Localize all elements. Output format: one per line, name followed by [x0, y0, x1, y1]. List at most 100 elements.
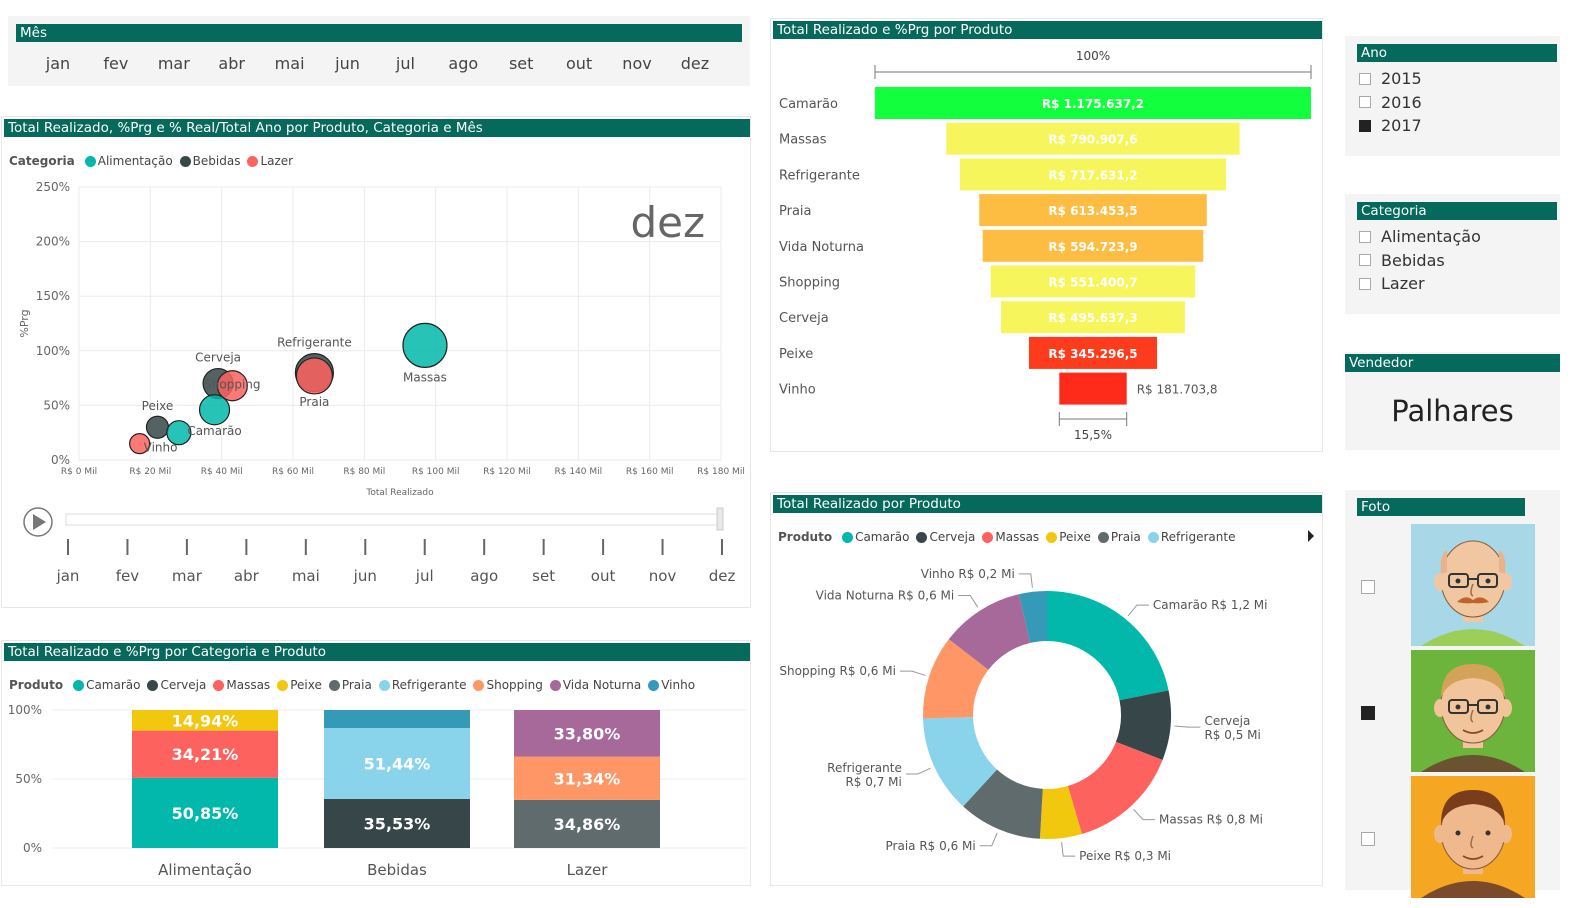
- stacked-legend-item[interactable]: Peixe: [277, 678, 322, 692]
- donut-slice[interactable]: [1018, 591, 1047, 643]
- month-item-abr[interactable]: abr: [218, 54, 245, 73]
- stacked-legend-item[interactable]: Vinho: [648, 678, 695, 692]
- stacked-segment[interactable]: [324, 727, 470, 799]
- foto-avatar[interactable]: [1411, 776, 1535, 898]
- donut-title: Total Realizado por Produto: [773, 495, 1322, 513]
- ano-item-2016[interactable]: 2016: [1359, 93, 1422, 112]
- funnel-bar[interactable]: [982, 229, 1204, 262]
- checkbox-icon[interactable]: [1359, 72, 1371, 85]
- ano-item-2017[interactable]: 2017: [1359, 116, 1422, 135]
- play-axis-handle[interactable]: [716, 507, 724, 531]
- month-item-set[interactable]: set: [508, 54, 534, 73]
- month-item-jan[interactable]: jan: [45, 54, 71, 73]
- donut-legend-item[interactable]: Massas: [982, 530, 1039, 544]
- funnel-bar[interactable]: [946, 122, 1240, 155]
- donut-slice[interactable]: [948, 594, 1031, 670]
- play-axis-month-abr[interactable]: abr: [234, 567, 260, 585]
- scatter-point[interactable]: [129, 433, 151, 455]
- funnel-bar[interactable]: [979, 194, 1207, 227]
- checkbox-icon[interactable]: [1359, 230, 1371, 243]
- stacked-legend-item[interactable]: Camarão: [73, 678, 140, 692]
- play-axis-month-mar[interactable]: mar: [172, 567, 203, 585]
- donut-slice[interactable]: [1039, 786, 1082, 839]
- month-item-dez[interactable]: dez: [680, 54, 710, 73]
- donut-legend-item[interactable]: Cerveja: [916, 530, 975, 544]
- play-axis-month-set[interactable]: set: [532, 567, 555, 585]
- categoria-item-Bebidas[interactable]: Bebidas: [1359, 251, 1445, 270]
- scatter-point[interactable]: [166, 420, 192, 446]
- month-item-nov[interactable]: nov: [622, 54, 652, 73]
- ano-item-2015[interactable]: 2015: [1359, 69, 1422, 88]
- donut-slice[interactable]: [923, 717, 997, 807]
- scatter-point[interactable]: [145, 415, 170, 439]
- play-axis-track[interactable]: [65, 513, 723, 526]
- donut-slice[interactable]: [923, 639, 989, 719]
- scatter-point[interactable]: [402, 322, 448, 368]
- scatter-point[interactable]: [198, 394, 231, 426]
- checkbox-icon[interactable]: [1359, 119, 1371, 132]
- funnel-bar[interactable]: [990, 265, 1196, 298]
- month-item-jul[interactable]: jul: [395, 54, 415, 73]
- stacked-legend-item[interactable]: Vida Noturna: [549, 678, 641, 692]
- donut-slice[interactable]: [1067, 741, 1163, 834]
- play-axis-month-jun[interactable]: jun: [353, 567, 377, 585]
- donut-legend-item[interactable]: Camarão: [842, 530, 909, 544]
- play-axis-month-fev[interactable]: fev: [116, 567, 140, 585]
- funnel-bar[interactable]: [1059, 372, 1127, 405]
- stacked-segment[interactable]: [132, 777, 278, 848]
- donut-legend-item[interactable]: Refrigerante: [1147, 530, 1235, 544]
- funnel-bar[interactable]: [875, 87, 1311, 119]
- scatter-point[interactable]: [295, 357, 333, 395]
- month-item-jun[interactable]: jun: [335, 54, 360, 73]
- play-axis-month-ago[interactable]: ago: [470, 567, 498, 585]
- donut-slice[interactable]: [1115, 690, 1171, 760]
- checkbox-icon[interactable]: [1359, 277, 1371, 290]
- foto-checkbox-icon[interactable]: [1361, 706, 1375, 720]
- categoria-item-Lazer[interactable]: Lazer: [1359, 274, 1425, 293]
- checkbox-icon[interactable]: [1359, 254, 1371, 266]
- stacked-segment[interactable]: [514, 710, 660, 757]
- donut-legend-item[interactable]: Praia: [1097, 530, 1141, 544]
- month-item-mar[interactable]: mar: [157, 54, 190, 73]
- stacked-legend-item[interactable]: Massas: [213, 678, 270, 692]
- stacked-segment[interactable]: [324, 798, 470, 848]
- legend-dot-icon: [277, 679, 289, 691]
- funnel-bar[interactable]: [1001, 301, 1185, 334]
- stacked-segment[interactable]: [514, 799, 660, 848]
- stacked-segment[interactable]: [132, 710, 278, 731]
- foto-avatar[interactable]: [1411, 650, 1535, 772]
- foto-avatar[interactable]: [1411, 524, 1535, 646]
- donut-leader-line: [1018, 573, 1033, 588]
- funnel-bar[interactable]: [959, 158, 1227, 191]
- scatter-legend-item[interactable]: Alimentação: [84, 154, 173, 168]
- play-axis-month-out[interactable]: out: [591, 567, 616, 585]
- checkbox-icon[interactable]: [1359, 96, 1371, 108]
- play-axis-month-mai[interactable]: mai: [292, 567, 320, 585]
- stacked-segment[interactable]: [132, 730, 278, 778]
- month-item-ago[interactable]: ago: [448, 54, 479, 73]
- foto-checkbox-icon[interactable]: [1361, 832, 1375, 846]
- stacked-segment[interactable]: [324, 710, 470, 728]
- play-axis-month-dez[interactable]: dez: [709, 567, 736, 585]
- scatter-legend-item[interactable]: Bebidas: [179, 154, 240, 168]
- legend-next-arrow-icon[interactable]: [1308, 530, 1314, 542]
- month-item-out[interactable]: out: [565, 54, 593, 73]
- scatter-point[interactable]: [216, 370, 248, 402]
- scatter-legend-item[interactable]: Lazer: [247, 154, 293, 168]
- stacked-legend-item[interactable]: Shopping: [473, 678, 543, 692]
- stacked-legend-item[interactable]: Refrigerante: [378, 678, 466, 692]
- donut-slice[interactable]: [963, 769, 1043, 839]
- play-axis-month-jul[interactable]: jul: [415, 567, 434, 585]
- donut-legend-item[interactable]: Peixe: [1046, 530, 1091, 544]
- play-axis-month-jan[interactable]: jan: [56, 567, 80, 585]
- month-item-fev[interactable]: fev: [103, 54, 129, 73]
- donut-slice[interactable]: [1047, 591, 1169, 701]
- categoria-item-Alimentação[interactable]: Alimentação: [1359, 227, 1481, 246]
- foto-checkbox-icon[interactable]: [1361, 580, 1375, 594]
- play-axis-month-nov[interactable]: nov: [649, 567, 677, 585]
- stacked-legend-item[interactable]: Cerveja: [147, 678, 206, 692]
- stacked-legend-item[interactable]: Praia: [328, 678, 372, 692]
- month-item-mai[interactable]: mai: [274, 54, 305, 73]
- stacked-segment[interactable]: [514, 756, 660, 800]
- funnel-bar[interactable]: [1028, 336, 1158, 369]
